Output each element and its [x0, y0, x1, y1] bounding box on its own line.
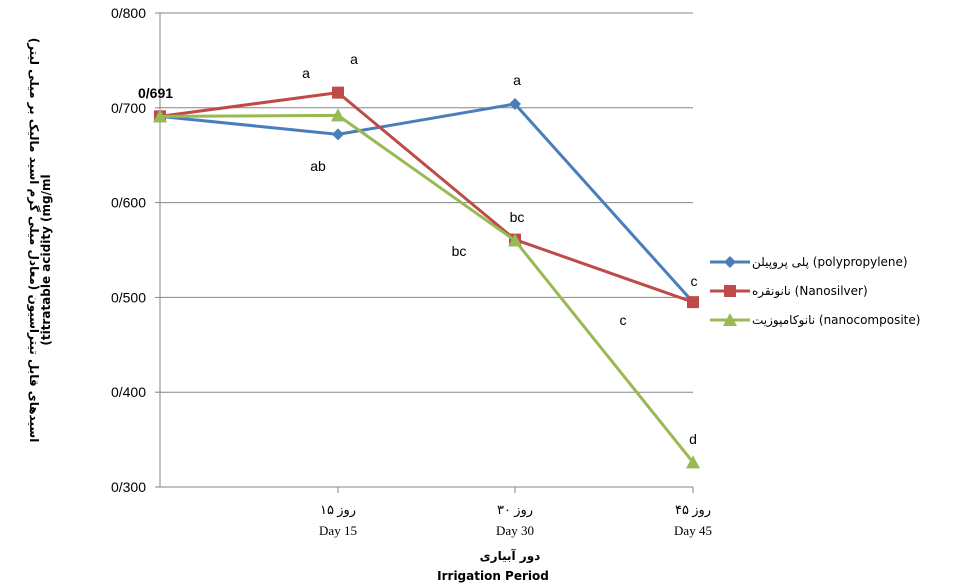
y-tick-labels: 0/300 0/400 0/500 0/600 0/700 0/800: [111, 5, 146, 495]
x-tick-label-english: Day 45: [674, 523, 712, 538]
axes: [155, 12, 694, 493]
data-point: [153, 109, 167, 123]
data-point: [508, 233, 522, 247]
significance-label: a: [302, 65, 310, 81]
y-tick-label: 0/500: [111, 289, 146, 305]
series-line-2: [159, 91, 694, 304]
x-axis-title-english: Irrigation Period: [437, 569, 549, 583]
significance-label: d: [689, 431, 697, 447]
significance-label: bc: [452, 243, 467, 259]
significance-label: c: [620, 312, 627, 328]
y-tick-label: 0/300: [111, 479, 146, 495]
legend-marker: [723, 313, 737, 326]
x-tick-label-persian: روز ۴۵: [675, 502, 711, 518]
series-line-3: [159, 113, 695, 464]
legend: پلی پروپیلن (polypropylene) نانونقره (Nan…: [710, 255, 920, 328]
data-point: [332, 128, 344, 141]
significance-label: bc: [510, 209, 525, 225]
y-tick-label: 0/600: [111, 195, 146, 211]
data-point: [331, 108, 345, 122]
legend-marker: [724, 285, 736, 297]
legend-label: پلی پروپیلن (polypropylene): [752, 255, 908, 270]
y-axis-title-english: (titratable acidity (mg/ml: [39, 174, 53, 345]
legend-marker: [724, 256, 736, 268]
series-line-1: [159, 102, 695, 304]
x-tick-label-english: Day 30: [496, 523, 534, 538]
x-tick-label-persian: روز ۱۵: [320, 502, 356, 518]
data-point: [509, 98, 521, 111]
significance-label: c: [691, 273, 698, 289]
x-tick-label-persian: روز ۳۰: [497, 502, 533, 518]
significance-label: a: [350, 51, 358, 67]
significance-labels: 0/691 a a ab a bc bc c c d: [138, 51, 698, 447]
y-tick-label: 0/800: [111, 5, 146, 21]
significance-label: ab: [310, 158, 326, 174]
legend-label: نانوکامپوزیت (nanocomposite): [752, 313, 920, 328]
y-axis-title-persian: اسیدهای قابل تیتراسیون (معادل میلی گرم ا…: [26, 38, 41, 443]
x-axis-title-persian: دور آبیاری: [480, 548, 541, 564]
legend-label: نانونقره (Nanosilver): [752, 284, 868, 299]
data-point: [687, 296, 699, 309]
x-tick-labels: روز ۱۵ Day 15 روز ۳۰ Day 30 روز ۴۵ Day 45: [319, 502, 712, 538]
gridlines: [160, 12, 693, 393]
significance-label: a: [513, 72, 521, 88]
significance-label: 0/691: [138, 85, 173, 101]
data-point: [332, 86, 344, 99]
y-tick-label: 0/400: [111, 384, 146, 400]
data-point: [686, 455, 700, 469]
x-tick-label-english: Day 15: [319, 523, 357, 538]
y-tick-label: 0/700: [111, 100, 146, 116]
series-lines: [153, 86, 700, 469]
